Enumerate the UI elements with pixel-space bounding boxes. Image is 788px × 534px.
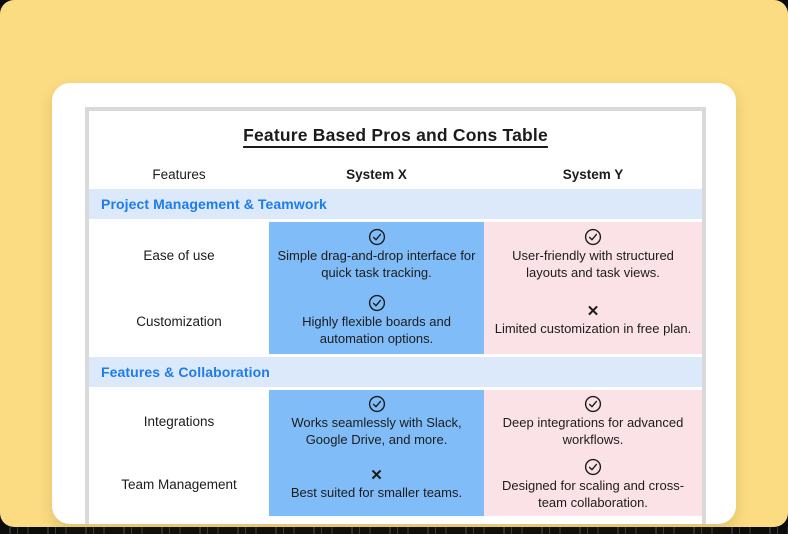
check-circle-icon <box>584 458 602 476</box>
system-x-column: Simple drag-and-drop interface for quick… <box>269 222 484 354</box>
system-y-column: Deep integrations for advanced workflows… <box>484 390 702 516</box>
table-cell: Highly flexible boards and automation op… <box>269 288 484 354</box>
cell-text: Simple drag-and-drop interface for quick… <box>277 248 476 280</box>
table-cell: Deep integrations for advanced workflows… <box>484 390 702 453</box>
column-header-system-y: System Y <box>562 166 624 182</box>
cross-icon: ✕ <box>370 466 383 484</box>
page-title: Feature Based Pros and Cons Table <box>243 124 548 145</box>
check-circle-icon <box>368 395 386 413</box>
check-circle-icon <box>584 395 602 413</box>
feature-label: Customization <box>136 313 222 329</box>
table-cell: User-friendly with structured layouts an… <box>484 222 702 288</box>
title-block: Feature Based Pros and Cons Table <box>89 111 702 159</box>
section-body-features-collaboration: Integrations Team Management Works seaml… <box>89 390 702 516</box>
cell-text: User-friendly with structured layouts an… <box>512 248 674 280</box>
column-header-system-x: System X <box>346 166 407 182</box>
features-column: Integrations Team Management <box>89 390 269 516</box>
column-header-features: Features <box>152 166 206 182</box>
table-cell: Simple drag-and-drop interface for quick… <box>269 222 484 288</box>
check-circle-icon <box>584 228 602 246</box>
features-column: Ease of use Customization <box>89 222 269 354</box>
check-circle-icon <box>368 228 386 246</box>
cell-text: Deep integrations for advanced workflows… <box>502 414 684 447</box>
cell-text: Highly flexible boards and automation op… <box>302 314 451 346</box>
cell-text: Designed for scaling and cross-team coll… <box>501 477 685 510</box>
cropped-text-strip <box>0 527 788 534</box>
check-circle-icon <box>368 294 386 312</box>
table-cell: Designed for scaling and cross-team coll… <box>484 453 702 516</box>
cell-text: Works seamlessly with Slack, Google Driv… <box>291 414 462 447</box>
section-body-project-management: Ease of use Customization Simple drag-an… <box>89 222 702 354</box>
content-card: Feature Based Pros and Cons Table Featur… <box>52 83 736 524</box>
system-x-column: Works seamlessly with Slack, Google Driv… <box>269 390 484 516</box>
cell-text: Limited customization in free plan. <box>494 321 692 337</box>
table-cell: ✕ Best suited for smaller teams. <box>269 453 484 516</box>
section-header-project-management: Project Management & Teamwork <box>89 189 702 219</box>
feature-label: Integrations <box>143 414 215 429</box>
table-cell: Works seamlessly with Slack, Google Driv… <box>269 390 484 453</box>
system-y-column: User-friendly with structured layouts an… <box>484 222 702 354</box>
pros-cons-table: Feature Based Pros and Cons Table Featur… <box>85 107 706 524</box>
feature-label: Ease of use <box>143 247 215 263</box>
cross-icon: ✕ <box>586 303 600 321</box>
cell-text: Best suited for smaller teams. <box>290 484 463 500</box>
section-header-features-collaboration: Features & Collaboration <box>89 357 702 387</box>
table-cell: ✕ Limited customization in free plan. <box>484 288 702 354</box>
column-header-row: Features System X System Y <box>89 159 702 189</box>
feature-label: Team Management <box>121 477 237 492</box>
